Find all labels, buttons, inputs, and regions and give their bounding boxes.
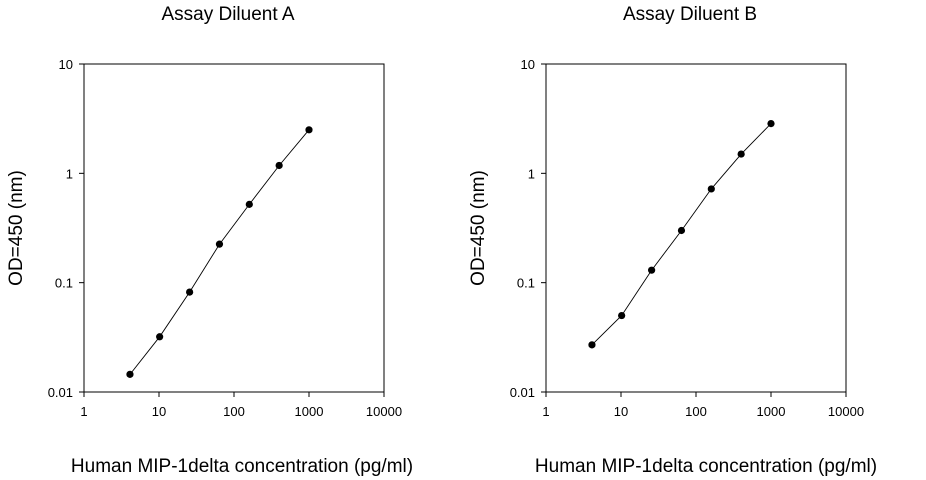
chart-2-title: Assay Diluent B <box>623 4 757 25</box>
chart-1-y-tick-label-0: 0.01 <box>48 385 73 400</box>
chart-2-x-tick-label-1: 10 <box>614 404 628 419</box>
chart-2-data-point-3 <box>677 226 686 235</box>
chart-1-data-point-5 <box>275 161 283 170</box>
chart-2-data-point-5 <box>737 150 745 158</box>
chart-1-x-tick-label-1: 10 <box>152 404 166 419</box>
chart-2-x-tick-label-3: 1000 <box>757 404 786 419</box>
chart-2-y-tick-label-0: 0.01 <box>510 385 535 400</box>
chart-2-data-point-1 <box>618 311 626 320</box>
chart-1-y-axis-label: OD=450 (nm) <box>6 170 27 286</box>
chart-2-y-tick-label-1: 0.1 <box>517 276 535 291</box>
chart-2-x-axis-label: Human MIP-1delta concentration (pg/ml) <box>535 456 877 477</box>
chart-1-title: Assay Diluent A <box>161 4 294 25</box>
chart-1-data-point-6 <box>305 126 313 134</box>
chart-1-data-point-4 <box>245 200 253 208</box>
chart-2-x-tick-label-4: 10000 <box>828 404 864 419</box>
chart-1-y-tick-label-3: 10 <box>59 57 73 72</box>
chart-1-x-axis-label: Human MIP-1delta concentration (pg/ml) <box>71 456 413 477</box>
chart-2-y-axis-label: OD=450 (nm) <box>468 170 489 286</box>
chart-2-data-point-0 <box>588 341 596 349</box>
chart-1-x-tick-label-3: 1000 <box>295 404 324 419</box>
chart-2-data-point-2 <box>648 266 656 274</box>
chart-1-data-point-3 <box>215 240 224 248</box>
chart-1-data-point-2 <box>186 288 194 296</box>
chart-1-plot-frame <box>83 63 385 393</box>
chart-2-data-point-4 <box>707 185 715 193</box>
chart-2-data-point-6 <box>767 120 775 128</box>
chart-1-y-tick-label-2: 1 <box>66 166 73 181</box>
chart-2-fit-line <box>591 123 772 346</box>
chart-1-y-tick-label-1: 0.1 <box>55 276 73 291</box>
chart-1-x-tick-label-0: 1 <box>80 404 87 419</box>
chart-1-data-point-1 <box>156 333 164 341</box>
chart-2-x-tick-label-2: 100 <box>685 404 707 419</box>
chart-2-y-tick-label-3: 10 <box>521 57 535 72</box>
chart-1-x-tick-label-2: 100 <box>223 404 245 419</box>
chart-2-x-tick-label-0: 1 <box>542 404 549 419</box>
chart-1-x-tick-label-4: 10000 <box>366 404 402 419</box>
chart-2-y-tick-label-2: 1 <box>528 166 535 181</box>
chart-1-data-point-0 <box>126 370 134 378</box>
